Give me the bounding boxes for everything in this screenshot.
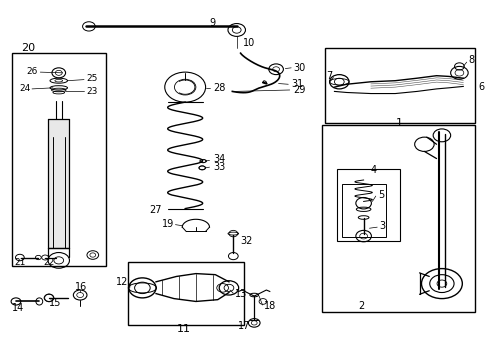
Text: 32: 32	[240, 236, 252, 246]
Text: 29: 29	[292, 85, 305, 95]
Text: 7: 7	[325, 71, 331, 81]
Text: 21: 21	[14, 258, 25, 267]
Text: 11: 11	[176, 324, 190, 334]
Text: 2: 2	[357, 301, 364, 311]
Bar	[48, 119, 69, 248]
Bar	[127, 262, 244, 325]
Text: 12: 12	[116, 277, 128, 287]
Text: 15: 15	[49, 298, 61, 308]
Text: 14: 14	[12, 302, 24, 312]
Text: 34: 34	[212, 154, 224, 164]
Text: 5: 5	[377, 190, 384, 200]
Bar	[324, 48, 474, 123]
Text: 16: 16	[74, 282, 86, 292]
Text: 10: 10	[243, 38, 255, 48]
Text: 28: 28	[212, 83, 225, 93]
Text: 9: 9	[209, 18, 215, 28]
Text: 27: 27	[149, 205, 162, 215]
Text: 23: 23	[86, 87, 98, 96]
Text: 33: 33	[212, 162, 224, 172]
Bar	[341, 184, 385, 237]
Text: 19: 19	[162, 219, 174, 229]
Text: 31: 31	[291, 79, 304, 89]
Text: 17: 17	[238, 321, 250, 332]
Text: 20: 20	[21, 43, 35, 53]
Text: 24: 24	[19, 84, 30, 93]
Bar	[12, 53, 106, 266]
Text: 1: 1	[395, 118, 402, 128]
Text: 13: 13	[234, 289, 246, 299]
Text: 30: 30	[292, 63, 305, 73]
Text: 4: 4	[369, 165, 376, 175]
Bar	[336, 169, 399, 241]
Text: 3: 3	[379, 221, 385, 231]
Text: 8: 8	[467, 55, 473, 65]
Text: 25: 25	[86, 75, 98, 84]
Text: 26: 26	[26, 67, 38, 76]
Text: 22: 22	[43, 258, 55, 267]
Text: 18: 18	[264, 301, 276, 311]
Bar	[322, 125, 474, 312]
Text: 6: 6	[478, 82, 484, 92]
